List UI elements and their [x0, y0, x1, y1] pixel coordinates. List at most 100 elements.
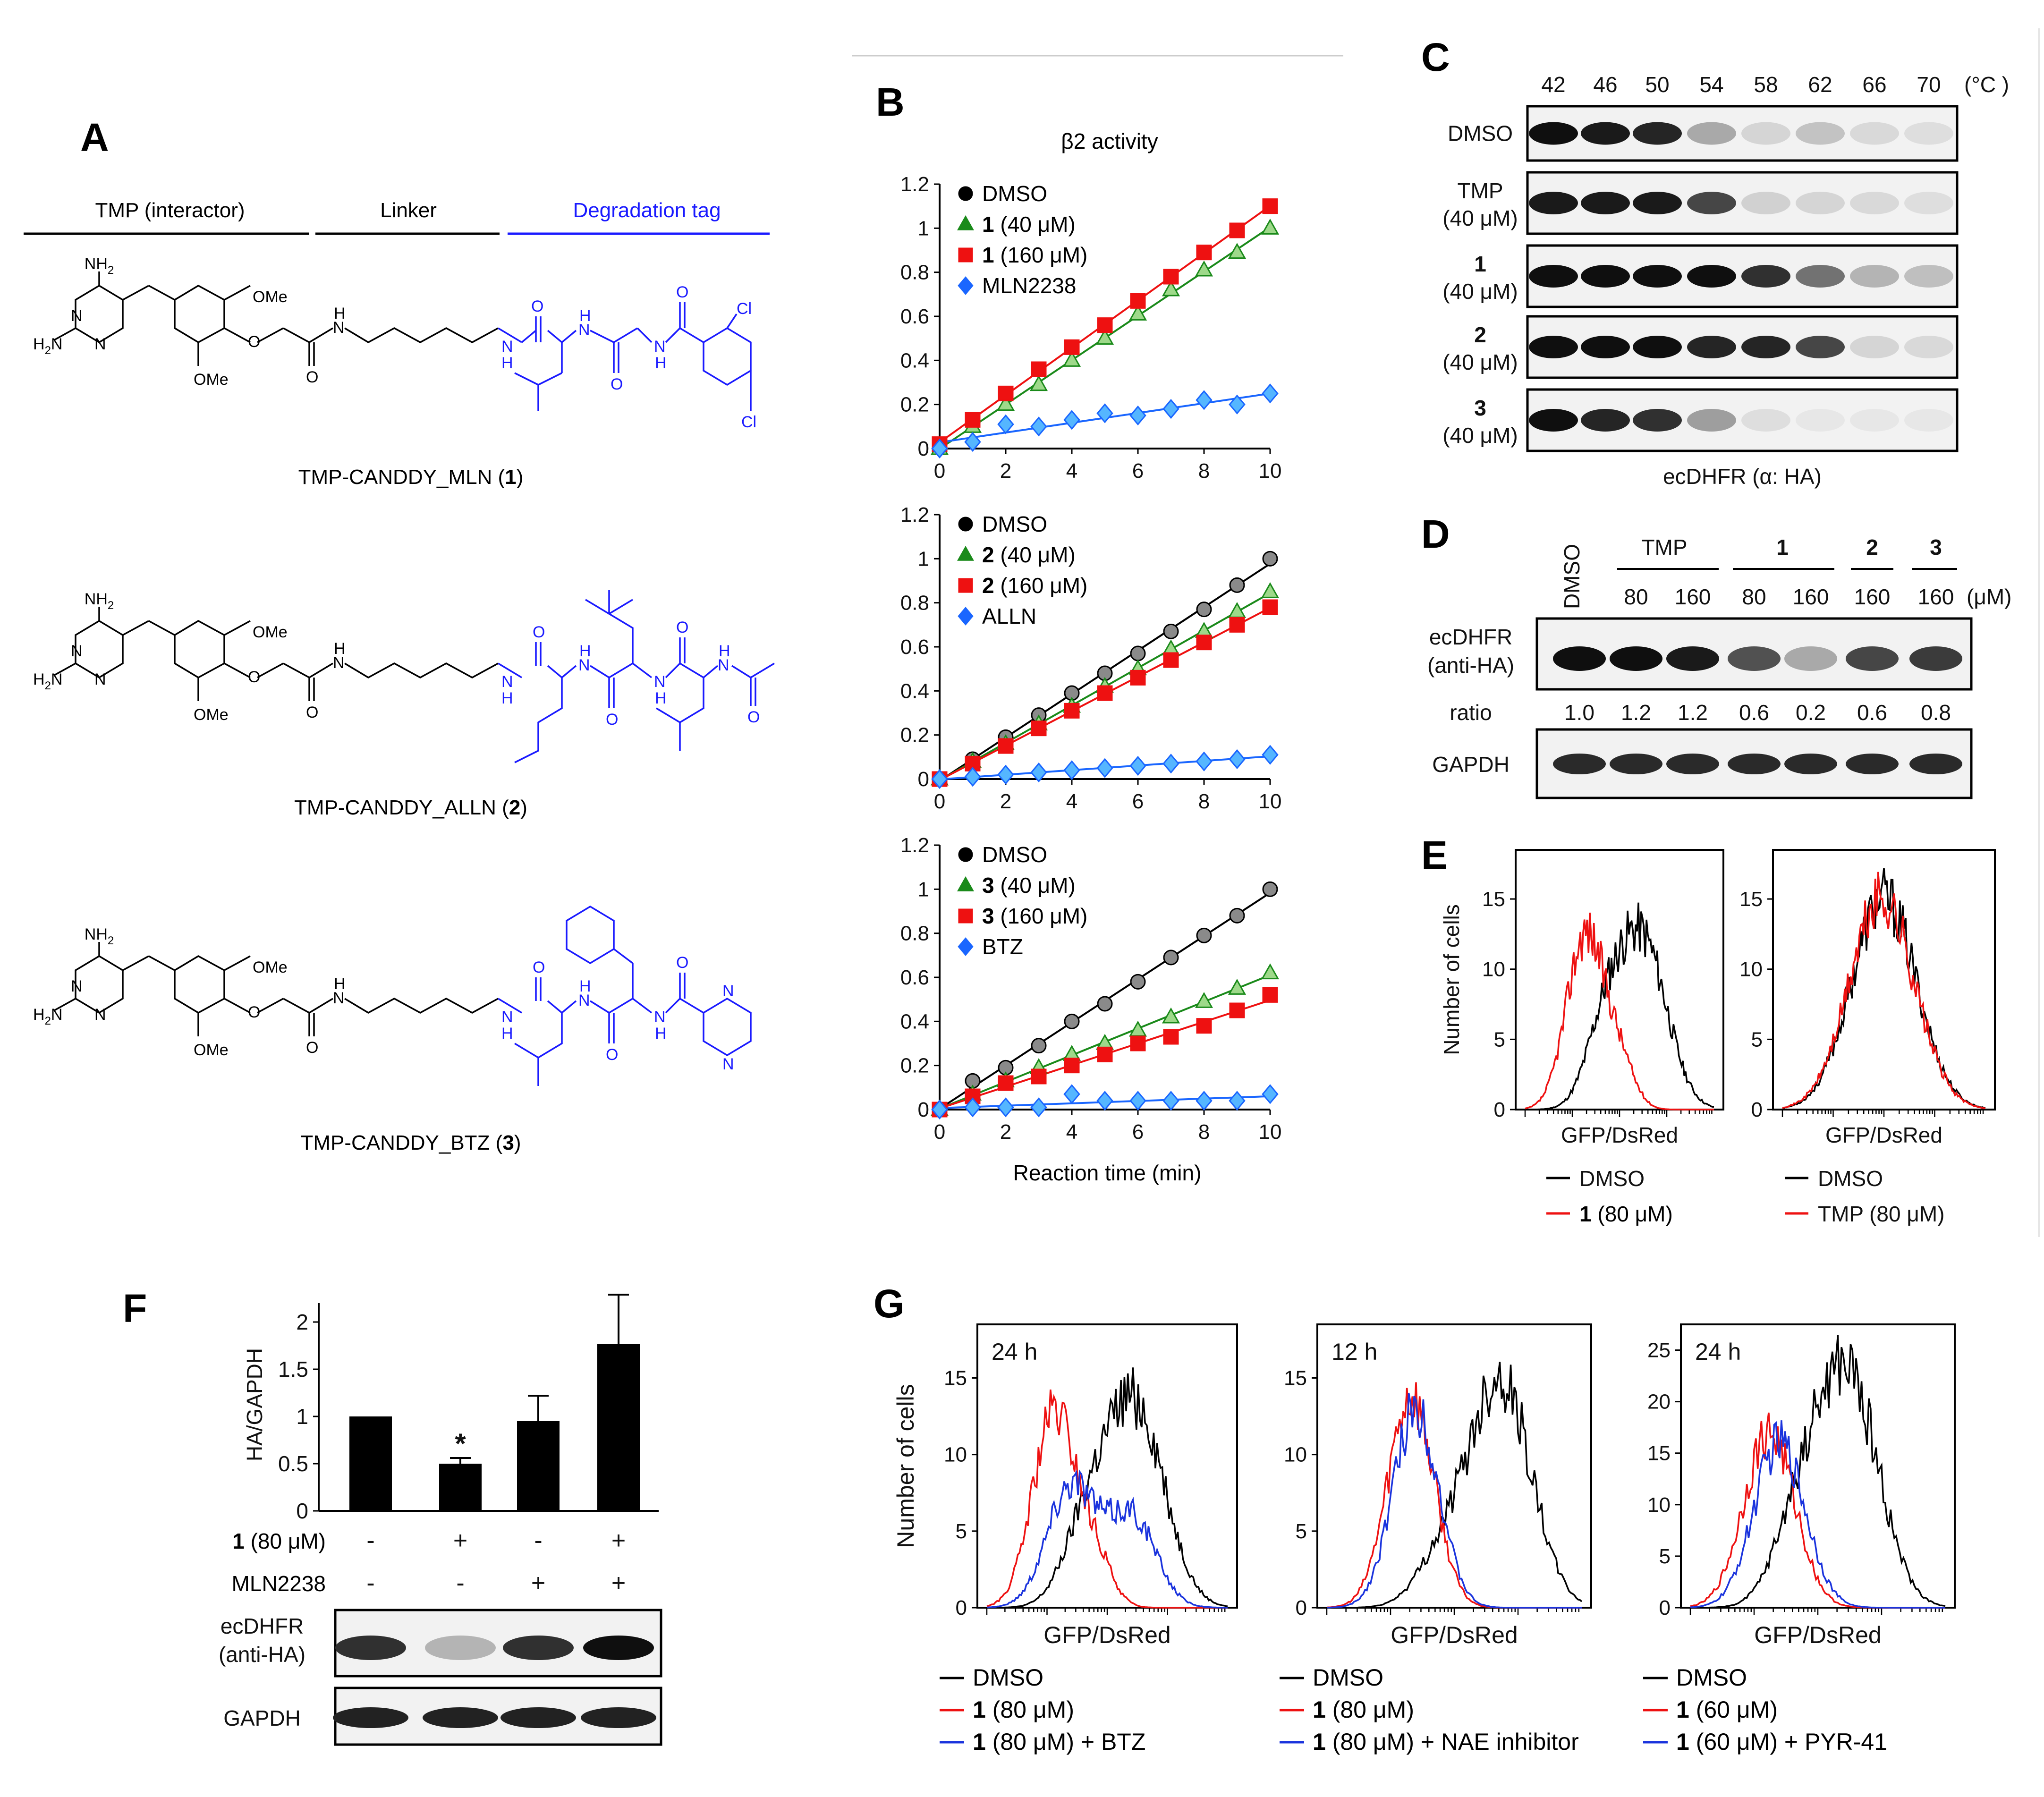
gapdh-band — [1909, 754, 1962, 774]
data-point-s2-10 — [1262, 599, 1278, 615]
x-tick-label: 6 — [1132, 1120, 1144, 1144]
legend-label: DMSO — [1579, 1166, 1645, 1191]
data-point-s2-7 — [1163, 1029, 1179, 1045]
significance-marker: * — [455, 1428, 466, 1459]
x-tick-label: 2 — [1000, 1120, 1011, 1144]
legend-label: 1 (60 μM) — [1676, 1696, 1778, 1723]
blot-band — [1796, 265, 1845, 288]
blot-band — [1687, 336, 1736, 358]
row-label: 3 — [1474, 396, 1486, 420]
data-point-s0-8 — [1196, 602, 1212, 618]
data-point-s3-8 — [1196, 390, 1213, 410]
data-point-s3-4 — [1063, 760, 1080, 780]
time-label: 12 h — [1332, 1339, 1377, 1365]
y-tick-label: 5 — [1296, 1520, 1307, 1543]
atom-h-tag1: H — [501, 1025, 513, 1043]
panel-a-structures: TMP (interactor) Linker Degradation tag — [24, 199, 775, 1154]
hist-dmso — [1525, 902, 1714, 1110]
x-tick-label: 0 — [934, 1120, 945, 1144]
data-point-s3-8 — [1196, 1091, 1213, 1111]
y-tick-label: 15 — [1739, 888, 1763, 911]
atom-h-tag3: H — [655, 1025, 667, 1043]
atom-ome-bottom: OMe — [194, 706, 229, 724]
data-point-s2-8 — [1196, 1018, 1212, 1034]
data-point-s2-6 — [1130, 293, 1146, 309]
data-point-s3-6 — [1129, 1091, 1146, 1111]
data-point-s1-10 — [1261, 582, 1280, 598]
y-tick-label: 0 — [1296, 1596, 1307, 1619]
gapdh-label: GAPDH — [1432, 752, 1510, 777]
lane-header-2: 2 — [1866, 535, 1878, 559]
data-point-s3-0 — [931, 1099, 948, 1120]
blot-band — [1633, 122, 1682, 145]
y-tick-label: 0.2 — [900, 1054, 929, 1077]
panel-b-xlabel: Reaction time (min) — [1013, 1161, 1202, 1185]
blot-band — [1529, 336, 1578, 358]
blot-band — [1581, 192, 1630, 214]
data-point-s2-10 — [1262, 987, 1278, 1003]
ratio-value: 0.8 — [1921, 700, 1951, 725]
atom-h2n: H2N — [33, 670, 62, 692]
data-point-s3-1 — [964, 432, 981, 452]
blot-band — [1529, 265, 1578, 288]
y-tick-label: 5 — [1494, 1028, 1505, 1051]
atom-o-tag2: O — [611, 375, 623, 393]
blot-band — [1909, 646, 1962, 671]
atom-h-tag3: H — [655, 354, 667, 372]
blot-band — [1784, 646, 1837, 671]
data-point-s0-5 — [1097, 996, 1113, 1012]
legend-label-2: 2 (160 μM) — [982, 573, 1087, 598]
gapdh-band — [1846, 754, 1899, 774]
blot-label: ecDHFR — [1429, 625, 1512, 649]
blot-band — [1904, 336, 1953, 358]
chart-b-top: 0 0.2 0.4 0.6 0.8 1 1.2 0 2 4 6 8 10 DMSO 1 (40 μM) 1 (… — [900, 173, 1282, 483]
x-axis-label-left: GFP/DsRed — [1561, 1123, 1678, 1147]
data-point-s1-7 — [1162, 1007, 1180, 1024]
hist-series-0 — [1327, 1362, 1583, 1609]
atom-ome-top: OMe — [253, 623, 288, 641]
atom-n-tag1: N — [501, 673, 513, 691]
compound-3-name: TMP-CANDDY_BTZ (3) — [301, 1131, 521, 1154]
treatment-label: 1 (80 μM) — [232, 1529, 326, 1553]
x-tick-label: 4 — [1066, 790, 1077, 813]
legend-label-0: DMSO — [982, 181, 1047, 206]
data-point-s3-2 — [997, 414, 1014, 434]
data-point-s2-8 — [1196, 245, 1212, 261]
lane-header-tmp: TMP — [1641, 535, 1687, 559]
legend-marker-3 — [958, 607, 974, 626]
panel-label-c: C — [1421, 35, 1450, 79]
x-tick-label: 10 — [1259, 459, 1282, 483]
blot-band — [1904, 265, 1953, 288]
data-point-s3-0 — [931, 438, 948, 459]
ratio-value: 0.6 — [1857, 700, 1887, 725]
conc-label: 160 — [1793, 585, 1829, 609]
atom-n-tag1: N — [501, 1008, 513, 1026]
data-point-s2-3 — [1031, 361, 1047, 377]
data-point-s3-9 — [1229, 394, 1246, 415]
hist-series-0 — [987, 1367, 1228, 1609]
panel-label-e: E — [1421, 833, 1448, 877]
data-point-s0-7 — [1163, 949, 1179, 966]
data-point-s3-5 — [1096, 403, 1113, 424]
y-axis-label: Number of cells — [892, 1384, 919, 1548]
atom-o-tag4: O — [747, 708, 760, 726]
blot-band — [503, 1636, 574, 1660]
atom-o-tag3: O — [676, 954, 688, 972]
lane-header-1: 1 — [1776, 535, 1789, 559]
data-point-s0-4 — [1064, 1013, 1080, 1029]
temp-unit: (°C ) — [1964, 72, 2009, 97]
header-degradation-tag: Degradation tag — [573, 199, 721, 222]
atom-ome-top: OMe — [253, 958, 288, 976]
ratio-value: 0.6 — [1739, 700, 1769, 725]
y-tick-label: 0.5 — [278, 1451, 308, 1476]
panel-b-activity-charts: β2 activity 00.20.40.60.811.20 2 4 6 8 10DMSO… — [900, 129, 1282, 1185]
y-tick-label: 1.2 — [900, 173, 929, 196]
blot-band — [1796, 192, 1845, 214]
x-tick-label: 0 — [934, 790, 945, 813]
legend-marker-1 — [957, 545, 974, 561]
data-point-s2-7 — [1163, 652, 1179, 668]
legend-marker-2 — [958, 908, 973, 924]
atom-ome-bottom: OMe — [194, 1041, 229, 1059]
atom-o-ether: O — [248, 1003, 260, 1021]
temp-label: 54 — [1699, 72, 1723, 97]
